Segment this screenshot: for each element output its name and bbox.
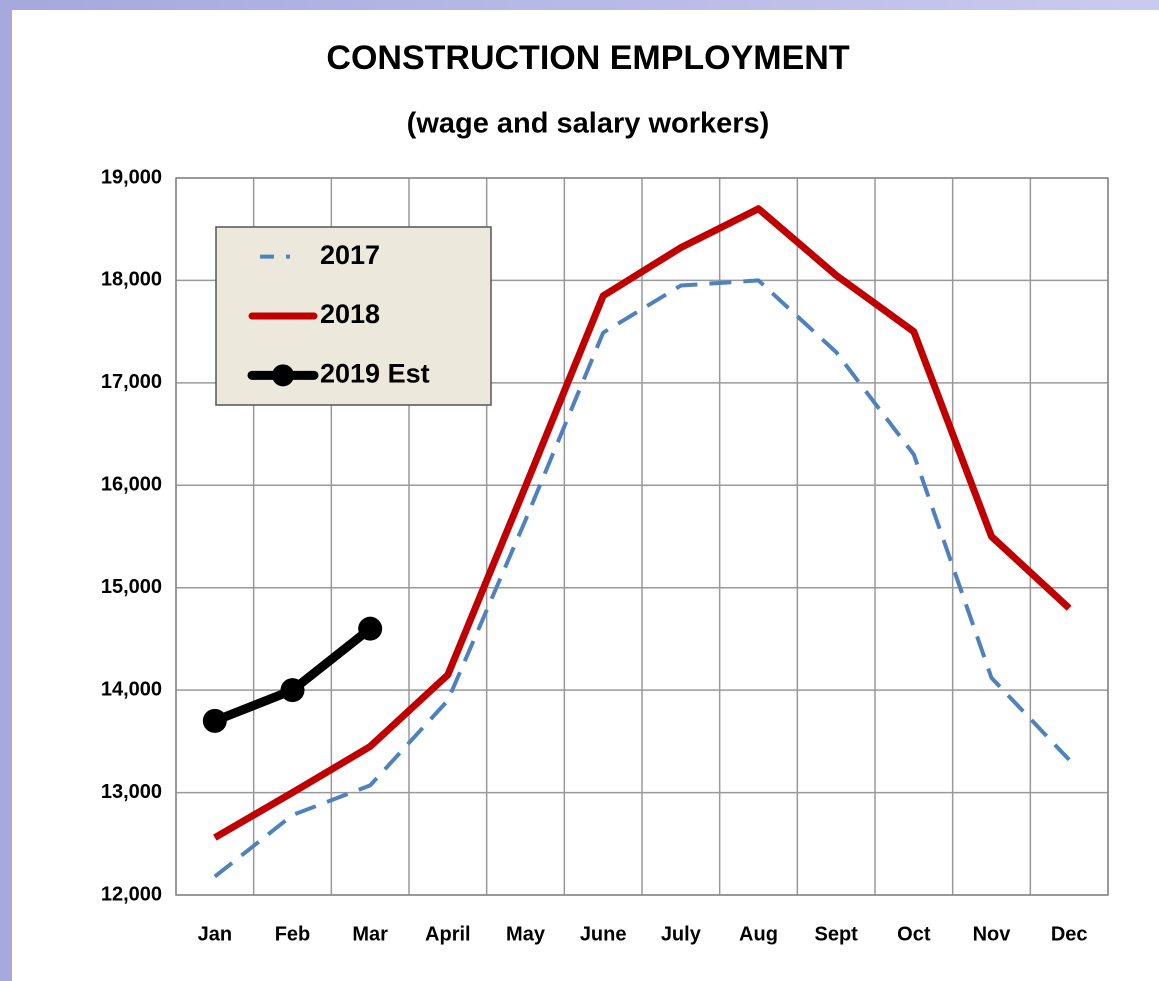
x-tick-label: May — [506, 923, 546, 945]
legend-label: 2017 — [320, 240, 380, 270]
series-marker — [202, 708, 227, 733]
x-tick-label: Feb — [275, 923, 311, 945]
chart-title: CONSTRUCTION EMPLOYMENT — [326, 39, 849, 77]
x-tick-label: April — [425, 923, 471, 945]
x-tick-label: June — [580, 923, 627, 945]
y-tick-label: 16,000 — [101, 474, 162, 496]
x-tick-label: Sept — [814, 923, 858, 945]
legend-marker — [272, 364, 294, 387]
legend-label: 2018 — [320, 299, 380, 329]
y-tick-label: 15,000 — [101, 576, 162, 598]
y-tick-label: 12,000 — [101, 883, 162, 905]
plot-border — [175, 177, 1109, 896]
y-tick-label: 17,000 — [101, 371, 162, 393]
x-tick-label: Oct — [897, 923, 931, 945]
series-marker — [280, 678, 305, 703]
x-tick-label: Dec — [1051, 923, 1088, 945]
series-line — [213, 278, 1071, 879]
y-tick-label: 13,000 — [101, 781, 162, 803]
x-tick-label: July — [661, 923, 702, 945]
y-tick-label: 14,000 — [101, 678, 162, 700]
series-line — [213, 205, 1072, 841]
panel — [12, 10, 1159, 981]
x-tick-label: Aug — [739, 923, 778, 945]
x-tick-label: Mar — [352, 923, 388, 945]
chart-subtitle: (wage and salary workers) — [407, 108, 770, 140]
legend-label: 2019 Est — [320, 358, 430, 388]
series-marker — [358, 616, 383, 641]
x-tick-label: Jan — [198, 923, 232, 945]
y-tick-label: 18,000 — [101, 269, 162, 291]
y-tick-label: 19,000 — [101, 166, 162, 188]
x-tick-label: Nov — [973, 923, 1012, 945]
